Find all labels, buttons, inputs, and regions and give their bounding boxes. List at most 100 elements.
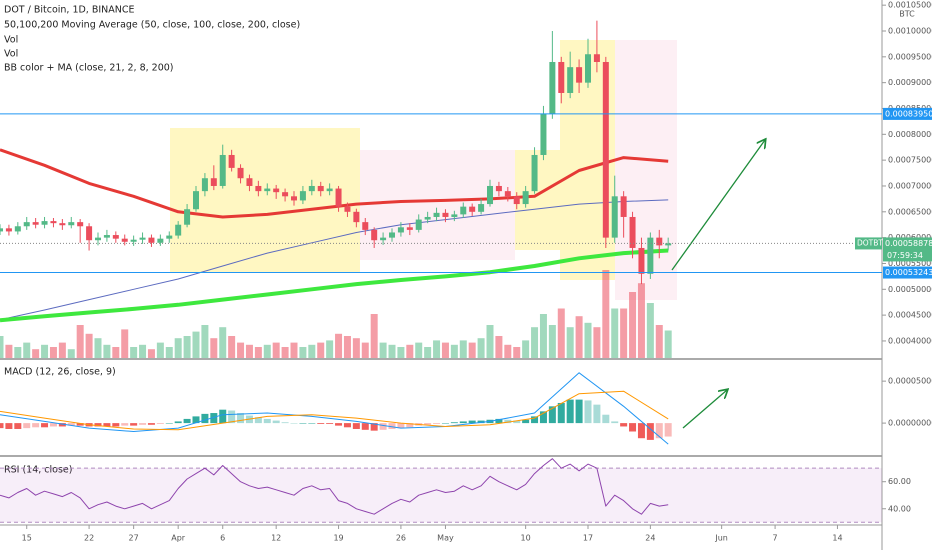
- volume-bar: [147, 349, 155, 358]
- volume-bar: [637, 283, 645, 358]
- candle-body: [344, 206, 351, 212]
- volume-bar: [566, 327, 574, 358]
- symbol-box: [855, 237, 882, 250]
- volume-bar: [156, 342, 164, 358]
- volume-bar: [388, 344, 396, 358]
- volume-bar: [343, 336, 351, 358]
- last-price-box: [883, 237, 932, 262]
- last-price-label: 0.00058878: [885, 239, 932, 248]
- candle-body: [656, 237, 663, 246]
- macd-histogram-bar: [361, 423, 369, 430]
- macd-histogram-bar: [290, 423, 298, 424]
- macd-histogram-bar: [237, 413, 245, 424]
- volume-bar: [655, 325, 663, 358]
- x-tick-label: 24: [645, 534, 655, 543]
- candle-body: [353, 211, 360, 223]
- candle-body: [41, 221, 48, 225]
- candle-body: [460, 206, 467, 215]
- volume-bar: [219, 327, 227, 358]
- candle-body: [5, 228, 12, 232]
- volume-bar: [611, 308, 619, 358]
- macd-histogram-bar: [629, 423, 637, 432]
- candle-body: [629, 216, 636, 248]
- candle-body: [602, 61, 609, 238]
- candle-body: [157, 238, 164, 243]
- candle-body: [397, 227, 404, 233]
- macd-histogram-bar: [352, 423, 360, 429]
- volume-bar: [326, 340, 334, 358]
- volume-bar: [557, 308, 565, 358]
- macd-histogram-bar: [557, 402, 565, 424]
- bb-zone: [615, 40, 677, 300]
- macd-histogram-bar: [263, 418, 271, 424]
- y-tick-label: 0.00040000: [888, 336, 932, 345]
- y-tick-label: 0.00080000: [888, 130, 932, 139]
- rsi-title: RSI (14, close): [4, 465, 72, 476]
- price-label-box: [883, 266, 932, 279]
- macd-histogram-bar: [94, 423, 102, 427]
- macd-histogram-bar: [23, 423, 31, 429]
- candle-body: [308, 185, 315, 192]
- volume-bar: [335, 333, 343, 358]
- macd-histogram-bar: [317, 423, 325, 424]
- x-tick-label: 14: [832, 534, 842, 543]
- volume-bar: [23, 342, 31, 358]
- candle-body: [567, 67, 574, 93]
- volume-bar: [584, 322, 592, 358]
- candle-body: [14, 226, 21, 232]
- volume-bar: [504, 344, 512, 358]
- candle-body: [130, 239, 137, 242]
- y-tick-label: 0.00000000: [888, 419, 932, 428]
- volume-bar: [183, 336, 191, 358]
- arrow: [671, 140, 765, 271]
- y-tick-label: 40.00: [888, 504, 911, 513]
- macd-histogram-bar: [477, 420, 485, 424]
- volume-bar: [646, 303, 654, 358]
- chart-title: DOT / Bitcoin, 1D, BINANCE: [4, 5, 135, 16]
- x-tick-label: May: [437, 534, 454, 543]
- volume-bar: [602, 270, 610, 358]
- candle-body: [620, 196, 627, 217]
- macd-histogram-bar: [201, 413, 209, 424]
- y-tick-label: 0.00065000: [888, 207, 932, 216]
- ma-line: [0, 199, 669, 321]
- x-tick-label: 10: [521, 534, 531, 543]
- candle-body: [415, 219, 422, 230]
- volume-bar: [112, 347, 120, 358]
- y-tick-label: 0.00095000: [888, 52, 932, 61]
- macd-histogram-bar: [611, 421, 619, 424]
- volume-bar: [281, 347, 289, 358]
- macd-histogram-bar: [468, 420, 476, 424]
- candle-body: [291, 196, 297, 201]
- volume-bar: [361, 342, 369, 358]
- macd-histogram-bar: [575, 399, 583, 424]
- candle-body: [166, 235, 173, 239]
- macd-histogram-bar: [424, 423, 432, 425]
- macd-histogram-bar: [121, 423, 129, 426]
- candle-body: [558, 61, 565, 93]
- macd-histogram-bar: [174, 421, 182, 424]
- candle-body: [299, 191, 306, 201]
- volume-bar: [245, 344, 253, 358]
- symbol-label: DOTBTC: [857, 238, 888, 247]
- bb-zone: [170, 128, 360, 273]
- volume-bar: [58, 342, 66, 358]
- macd-histogram-bar: [112, 423, 120, 427]
- volume-bar: [41, 344, 49, 358]
- volume-bar: [513, 347, 521, 358]
- volume-bar: [548, 325, 556, 358]
- arrow: [682, 390, 727, 429]
- candle-body: [68, 222, 75, 226]
- candle-body: [193, 191, 199, 210]
- candle-body: [380, 237, 387, 241]
- candle-body: [665, 243, 672, 246]
- macd-histogram-bar: [228, 410, 236, 424]
- candle-body: [469, 206, 476, 212]
- x-tick-label: 6: [220, 534, 225, 543]
- macd-histogram-bar: [130, 423, 138, 426]
- volume-bar: [450, 344, 458, 358]
- candle-body: [371, 229, 378, 241]
- macd-histogram-bar: [32, 423, 40, 428]
- candle-body: [175, 224, 182, 236]
- macd-histogram-bar: [548, 406, 556, 424]
